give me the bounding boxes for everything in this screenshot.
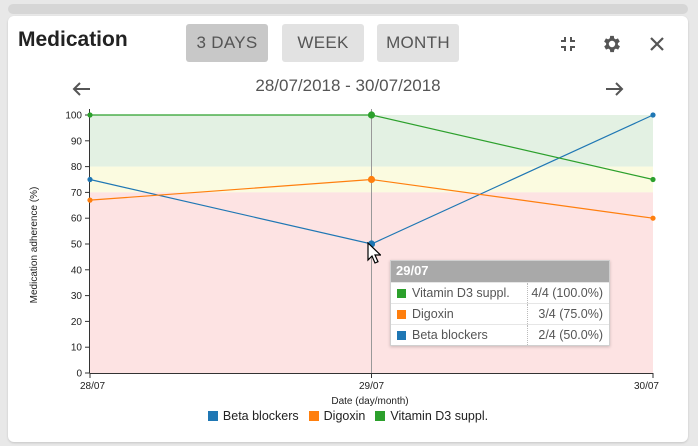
legend-label: Beta blockers	[222, 409, 299, 423]
widget-title: Medication	[18, 28, 128, 51]
tooltip-series-name: Beta blockers	[412, 328, 488, 342]
y-tick-label: 20	[71, 317, 83, 328]
x-tick-label: 28/07	[80, 381, 105, 392]
range-button-month[interactable]: MONTH	[377, 24, 459, 62]
date-range-label: 28/07/2018 - 30/07/2018	[255, 76, 441, 95]
y-tick-label: 100	[65, 111, 82, 122]
data-point	[87, 197, 93, 203]
x-axis-label: Date (day/month)	[331, 396, 408, 407]
y-tick-label: 60	[71, 214, 83, 225]
gear-icon[interactable]	[598, 30, 626, 58]
data-point	[367, 111, 376, 119]
tooltip-date: 29/07	[391, 261, 609, 282]
range-button-week[interactable]: WEEK	[282, 24, 364, 62]
data-point	[367, 175, 376, 184]
legend-swatch	[308, 411, 319, 421]
data-point	[650, 176, 656, 183]
legend-label: Vitamin D3 suppl.	[390, 409, 489, 423]
legend-label: Digoxin	[323, 409, 366, 423]
tooltip-swatch	[397, 330, 406, 340]
legend-item[interactable]: Digoxin	[308, 409, 366, 423]
tooltip-swatch	[397, 309, 406, 319]
chart-legend: Beta blockers Digoxin Vitamin D3 suppl.	[8, 409, 688, 423]
y-tick-label: 80	[71, 162, 83, 173]
medication-widget: Medication 3 DAYS WEEK MONTH 28/07/2018 …	[8, 16, 688, 442]
collapse-icon[interactable]	[554, 30, 582, 58]
tooltip-row: Beta blockers 2/4 (50.0%)	[391, 324, 609, 345]
legend-item[interactable]: Vitamin D3 suppl.	[375, 409, 488, 423]
top-scroll-strip	[8, 4, 688, 14]
y-tick-label: 30	[71, 291, 83, 302]
y-tick-label: 10	[71, 343, 83, 354]
tooltip-series-name: Digoxin	[412, 307, 454, 321]
legend-swatch	[207, 411, 218, 421]
mouse-cursor-icon	[367, 241, 382, 269]
data-point	[650, 112, 656, 118]
tooltip-series-name: Vitamin D3 suppl.	[412, 286, 510, 300]
adherence-chart: 0 10 20 30 40 50 60 70 80 90 100 28/07 29/07 30/07 Me…	[29, 109, 659, 407]
y-tick-label: 40	[71, 265, 83, 276]
y-axis-label: Medication adherence (%)	[29, 187, 40, 304]
x-tick-label: 30/07	[634, 381, 659, 392]
x-tick-label: 29/07	[359, 381, 384, 392]
data-point	[650, 215, 656, 221]
tooltip-value: 4/4 (100.0%)	[531, 286, 603, 300]
tooltip-value: 3/4 (75.0%)	[538, 307, 603, 321]
tooltip-row: Vitamin D3 suppl. 4/4 (100.0%)	[391, 282, 609, 303]
data-point	[87, 112, 93, 118]
close-icon[interactable]	[643, 30, 671, 58]
tooltip-row: Digoxin 3/4 (75.0%)	[391, 303, 609, 324]
data-point	[87, 176, 93, 183]
y-tick-label: 90	[71, 136, 83, 147]
y-tick-label: 50	[71, 240, 83, 251]
tooltip-value: 2/4 (50.0%)	[538, 328, 603, 342]
legend-swatch	[375, 411, 386, 421]
range-button-3-days[interactable]: 3 DAYS	[186, 24, 268, 62]
arrow-right-icon[interactable]	[600, 74, 630, 104]
legend-item[interactable]: Beta blockers	[207, 409, 299, 423]
y-tick-label: 0	[76, 369, 82, 380]
tooltip-swatch	[397, 288, 406, 298]
y-tick-label: 70	[71, 188, 83, 199]
arrow-left-icon[interactable]	[66, 74, 96, 104]
chart-tooltip: 29/07 Vitamin D3 suppl. 4/4 (100.0%) Dig…	[390, 260, 610, 346]
